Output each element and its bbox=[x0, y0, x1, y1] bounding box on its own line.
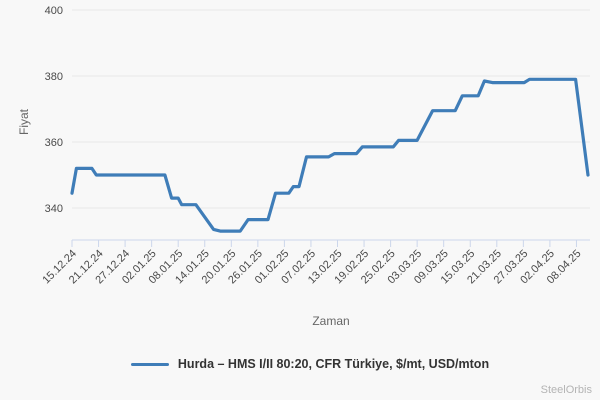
legend-item[interactable]: Hurda – HMS I/II 80:20, CFR Türkiye, $/m… bbox=[0, 357, 600, 371]
y-axis-title: Fiyat bbox=[17, 109, 31, 136]
legend-line-swatch-icon bbox=[130, 362, 169, 366]
watermark: SteelOrbis bbox=[540, 384, 592, 396]
plot-area: 34036038040015.12.2421.12.2427.12.2402.0… bbox=[40, 5, 590, 286]
legend-label: Hurda – HMS I/II 80:20, CFR Türkiye, $/m… bbox=[177, 357, 490, 371]
y-axis-tick-label: 400 bbox=[45, 5, 63, 17]
y-axis-tick-label: 380 bbox=[45, 71, 63, 83]
y-axis-tick-label: 340 bbox=[45, 203, 63, 215]
y-axis-tick-label: 360 bbox=[45, 137, 63, 149]
price-line-series[interactable] bbox=[70, 77, 590, 233]
x-axis-title: Zaman bbox=[312, 314, 350, 328]
